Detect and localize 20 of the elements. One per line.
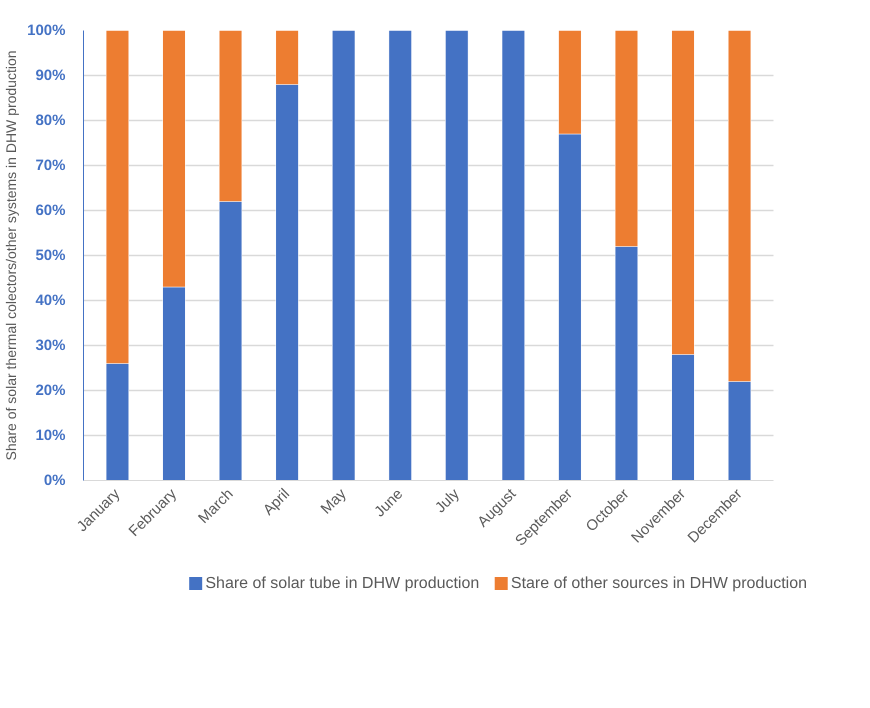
y-tick-label: 60% [35, 202, 66, 219]
bar [388, 30, 412, 480]
y-tick-label: 80% [35, 112, 66, 129]
y-axis-title: Share of solar thermal colectors/other systems in DHW production [3, 50, 20, 461]
y-tick-label: 70% [35, 157, 66, 174]
y-tick-label: 100% [27, 22, 66, 39]
bar [332, 30, 356, 480]
legend-label: Stare of other sources in DHW production [510, 575, 808, 592]
y-tick-label: 40% [35, 292, 66, 309]
bar [502, 30, 525, 480]
y-tick-label: 90% [35, 67, 66, 84]
y-tick-label: 30% [35, 337, 66, 354]
y-tick-label: 0% [44, 472, 66, 489]
x-tick-label: July [432, 485, 464, 516]
x-tick-label: May [318, 485, 350, 518]
y-tick-label: 50% [35, 247, 66, 264]
y-tick-label: 20% [35, 382, 66, 399]
y-tick-label: 10% [35, 427, 66, 444]
bar [445, 30, 468, 480]
legend-label: Share of solar tube in DHW production [205, 575, 480, 592]
